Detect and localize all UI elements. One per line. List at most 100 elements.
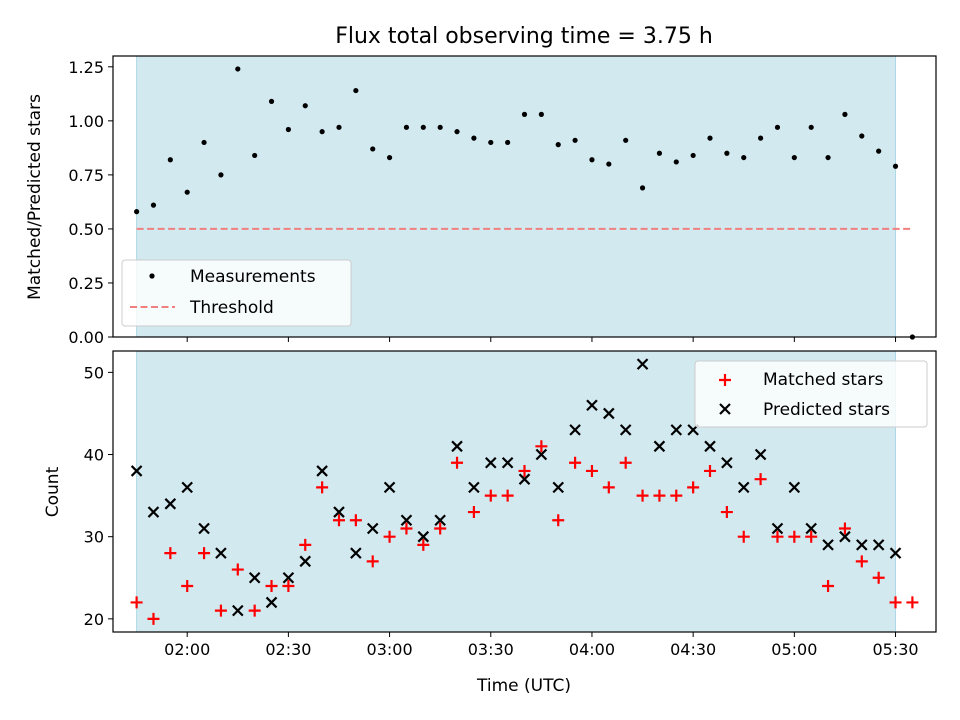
- ratio-legend-box: [121, 259, 352, 327]
- matched-stars-point: [332, 514, 345, 527]
- x-tick-label: 05:00: [771, 640, 817, 659]
- y-tick-label: 50: [84, 363, 104, 382]
- predicted-stars-point: [721, 456, 733, 469]
- matched-stars-point: [552, 514, 565, 527]
- ratio-legend: Measurements Threshold: [121, 259, 352, 327]
- measurement-point: [859, 133, 865, 139]
- matched-stars-point: [518, 464, 531, 477]
- measurement-point: [825, 154, 831, 161]
- measurement-point: [252, 152, 258, 159]
- measurement-point: [471, 135, 477, 141]
- measurement-point: [488, 139, 494, 146]
- measurement-point: [437, 124, 443, 130]
- x-tick-label: 04:00: [569, 640, 615, 659]
- predicted-stars-point: [282, 571, 295, 584]
- measurement-point: [353, 87, 359, 94]
- matched-stars-point: [366, 555, 379, 568]
- matched-stars-point: [872, 571, 885, 584]
- y-tick-label: 0.75: [68, 166, 104, 185]
- matched-stars-point: [636, 489, 649, 502]
- measurement-point: [235, 66, 241, 72]
- predicted-stars-point: [788, 481, 801, 494]
- measurement-point: [758, 135, 764, 141]
- measurement-point: [892, 163, 899, 169]
- matched-stars-point: [451, 456, 464, 469]
- matched-stars-point: [316, 481, 329, 494]
- measurement-point: [690, 152, 696, 159]
- matched-stars-point: [147, 612, 160, 625]
- measurement-point: [572, 137, 578, 143]
- measurement-point: [724, 150, 730, 156]
- x-tick-label: 05:30: [872, 640, 918, 659]
- matched-stars-point: [535, 440, 548, 453]
- count-panel: 20 30 40 50 02:00 02:30 03:00 03:30 04:00 04:30 0…: [43, 350, 937, 696]
- y-tick-label: 1.25: [68, 58, 104, 77]
- matched-stars-point: [687, 481, 700, 494]
- predicted-stars-point: [586, 399, 598, 412]
- predicted-stars-point: [619, 424, 632, 436]
- count-panel-frame: [112, 350, 937, 633]
- matched-stars-point: [501, 489, 514, 502]
- x-tick-label: 03:30: [468, 640, 514, 659]
- predicted-stars-point: [164, 498, 177, 510]
- measurement-point: [555, 142, 561, 148]
- measurement-point: [268, 98, 275, 104]
- count-y-axis-label: Count: [43, 466, 63, 517]
- predicted-stars-point: [805, 522, 817, 535]
- measurement-point: [656, 150, 663, 156]
- predicted-stars-point: [350, 547, 362, 559]
- predicted-stars-point: [451, 440, 463, 453]
- matched-stars-point: [737, 530, 750, 543]
- measurement-point: [538, 111, 544, 117]
- predicted-stars-point: [737, 481, 750, 494]
- measurement-point: [319, 129, 325, 135]
- matched-stars-point: [619, 456, 632, 469]
- matched-stars-point: [248, 604, 261, 617]
- measurement-point: [876, 148, 882, 154]
- matched-stars-point: [855, 555, 868, 568]
- legend-predicted-label: Predicted stars: [763, 400, 890, 420]
- matched-stars-point: [181, 579, 194, 592]
- matched-stars-point: [788, 530, 801, 543]
- predicted-stars-point: [569, 424, 581, 436]
- measurement-point: [808, 124, 814, 130]
- predicted-stars-point: [248, 571, 261, 584]
- matched-stars-point: [484, 489, 497, 502]
- matched-stars-point: [585, 464, 598, 477]
- legend-predicted-marker: [719, 403, 731, 415]
- count-legend-box: [694, 360, 928, 428]
- x-tick-label: 03:00: [367, 640, 413, 659]
- measurement-point: [184, 189, 190, 195]
- predicted-stars-point: [215, 547, 227, 559]
- measurement-point: [741, 154, 747, 161]
- matched-stars-point: [164, 547, 177, 560]
- predicted-stars-point: [484, 456, 497, 469]
- predicted-stars-point: [383, 481, 396, 494]
- matched-stars-point: [771, 530, 784, 543]
- measurement-point: [302, 103, 308, 109]
- matched-stars-point: [383, 530, 396, 543]
- matched-stars-point: [805, 530, 818, 543]
- matched-stars-point: [417, 538, 430, 551]
- y-tick-label: 0.25: [68, 274, 104, 293]
- predicted-stars-point: [822, 539, 834, 551]
- predicted-stars-point: [468, 481, 480, 494]
- measurement-point: [606, 161, 612, 167]
- matched-stars-point: [198, 547, 211, 560]
- matched-stars-point: [214, 604, 227, 617]
- predicted-stars-point: [754, 448, 767, 461]
- matched-stars-point: [265, 579, 278, 592]
- predicted-stars-point: [603, 407, 615, 420]
- ratio-panel-frame: [112, 55, 937, 338]
- matched-stars-point: [838, 522, 851, 535]
- predicted-stars-point: [636, 358, 649, 370]
- y-tick-label: 0.50: [68, 220, 104, 239]
- chart-title: Flux total observing time = 3.75 h: [335, 24, 713, 49]
- ratio-panel: 0.00 0.25 0.50 0.75 1.00 1.25 Matched/Predict…: [25, 55, 937, 347]
- matched-stars-point: [231, 563, 244, 576]
- predicted-stars-point: [181, 481, 193, 494]
- measurement-point: [589, 157, 595, 163]
- predicted-stars-point: [400, 514, 413, 527]
- measurement-point: [623, 137, 629, 143]
- y-tick-label: 20: [84, 610, 104, 629]
